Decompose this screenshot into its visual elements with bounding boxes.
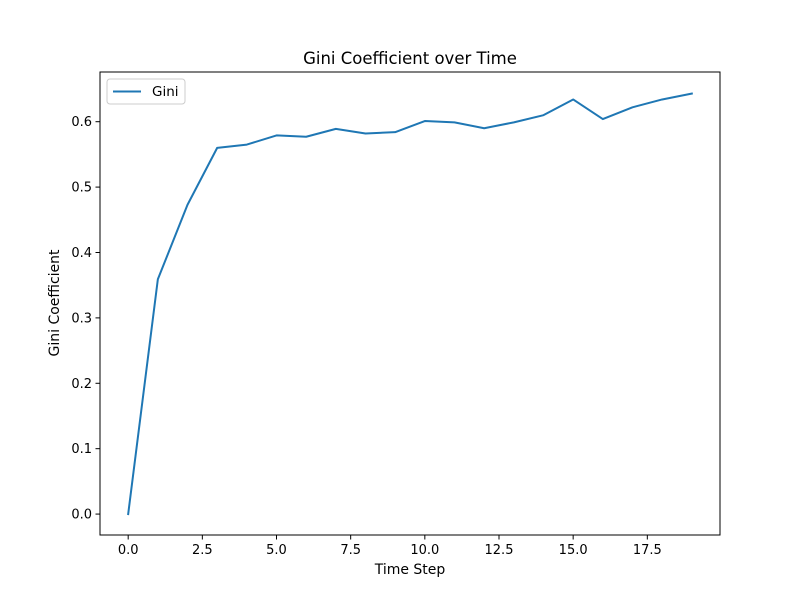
y-tick-label: 0.5 — [71, 181, 92, 196]
x-axis-ticks: 0.0 2.5 5.0 7.5 10.0 12.5 15.0 17.5 — [118, 535, 662, 558]
y-tick-label: 0.6 — [71, 115, 92, 130]
x-tick-label: 15.0 — [559, 543, 588, 558]
x-tick-label: 10.0 — [410, 543, 439, 558]
x-tick-label: 0.0 — [118, 543, 139, 558]
legend-label-gini: Gini — [152, 84, 179, 100]
legend-box — [106, 78, 186, 105]
x-tick-label: 2.5 — [192, 543, 213, 558]
y-tick-label: 0.0 — [71, 508, 92, 523]
plot-area-frame — [99, 71, 721, 536]
y-tick-label: 0.1 — [71, 442, 92, 457]
y-tick-label: 0.4 — [71, 246, 92, 261]
legend: Gini — [106, 78, 186, 105]
x-tick-label: 5.0 — [266, 543, 287, 558]
y-axis-ticks: 0.0 0.1 0.2 0.3 0.4 0.5 0.6 — [71, 115, 100, 523]
x-tick-label: 7.5 — [340, 543, 361, 558]
chart-title: Gini Coefficient over Time — [303, 49, 517, 68]
y-axis-title: Gini Coefficient — [47, 249, 63, 357]
x-axis-title: Time Step — [374, 562, 446, 578]
series-line-gini — [127, 92, 693, 516]
x-tick-label: 12.5 — [485, 543, 514, 558]
series-layer — [127, 92, 693, 516]
x-tick-label: 17.5 — [633, 543, 662, 558]
y-tick-label: 0.2 — [71, 377, 92, 392]
y-tick-label: 0.3 — [71, 311, 92, 326]
